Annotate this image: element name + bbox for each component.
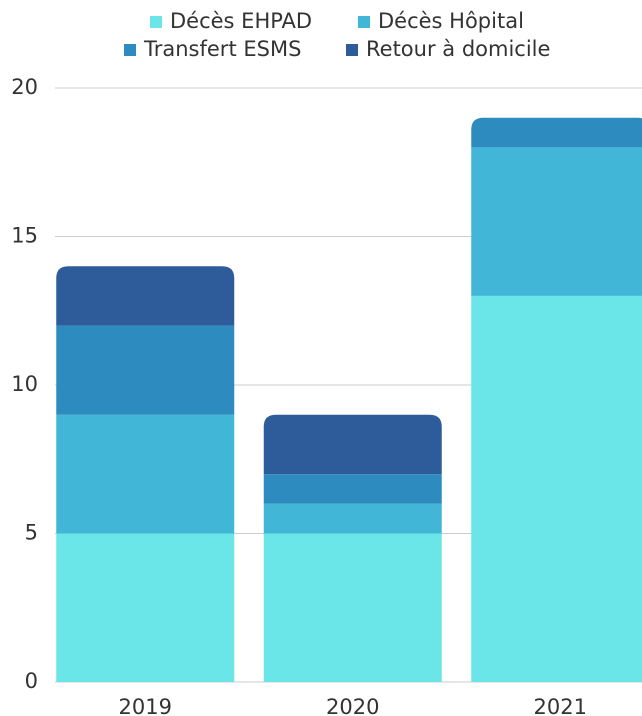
bar-segment [56,325,235,415]
y-tick-label: 0 [25,669,38,693]
x-tick-label: 2021 [534,695,587,716]
bar-segment [263,503,442,534]
x-tick-label: 2019 [119,695,172,716]
y-tick-label: 15 [11,224,38,248]
bar-segment [56,266,235,326]
legend-label: Retour à domicile [366,37,550,61]
bar-segment [263,533,442,682]
bar-segment [56,533,235,682]
y-tick-label: 5 [25,521,38,545]
legend-label: Décès EHPAD [170,9,312,33]
bar-segment [263,474,442,504]
legend-label: Décès Hôpital [378,9,524,33]
bar-segment [471,295,642,682]
bar-segment [471,147,642,296]
bar-segment [263,414,442,475]
legend-swatch [358,16,370,28]
y-tick-label: 20 [11,75,38,99]
x-tick-label: 2020 [326,695,379,716]
y-tick-label: 10 [11,372,38,396]
legend-swatch [124,44,136,56]
bar-segment [56,414,235,534]
legend-swatch [346,44,358,56]
legend-label: Transfert ESMS [143,37,301,61]
bar-segment [471,117,642,148]
legend-swatch [150,16,162,28]
